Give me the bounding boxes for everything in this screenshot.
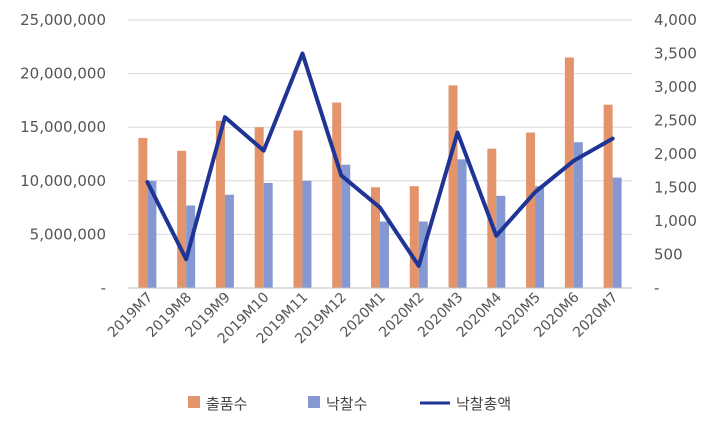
bar-exhibits <box>215 120 225 288</box>
bar-sold <box>535 186 545 288</box>
right-axis-tick-label: 2,000 <box>654 145 697 163</box>
bar-sold <box>573 142 583 288</box>
bar-sold <box>147 180 157 288</box>
right-axis-tick-label: 500 <box>654 246 683 264</box>
left-axis-tick-label: 15,000,000 <box>20 118 106 136</box>
bar-exhibits <box>138 137 148 288</box>
bar-exhibits <box>526 132 536 288</box>
left-axis-tick-label: 25,000,000 <box>20 11 106 29</box>
bar-exhibits <box>409 186 419 288</box>
right-axis-tick-label: 1,500 <box>654 179 697 197</box>
bar-sold <box>496 195 506 288</box>
bar-exhibits <box>603 104 613 288</box>
right-axis-tick-label: 1,000 <box>654 212 697 230</box>
bar-exhibits <box>332 102 342 288</box>
right-axis-tick-label: 4,000 <box>654 11 697 29</box>
bar-exhibits <box>293 130 303 288</box>
line-total-amount <box>145 51 615 268</box>
bar-sold <box>302 180 312 288</box>
right-axis-tick-label: 3,000 <box>654 78 697 96</box>
x-axis: 2019M72019M82019M92019M102019M112019M122… <box>105 287 632 347</box>
legend-swatch <box>308 396 320 408</box>
bar-sold <box>380 221 389 288</box>
left-axis-tick-label: - <box>101 279 106 297</box>
right-axis-tick-label: 3,500 <box>654 45 697 63</box>
right-axis-tick-label: - <box>654 279 659 297</box>
bar-exhibits <box>564 57 574 288</box>
left-y-axis: - 5,000,000 10,000,000 15,000,000 20,000,000… <box>20 11 106 297</box>
right-y-axis: - 500 1,000 1,500 2,000 2,500 3,000 3,500 4,000 <box>654 11 697 297</box>
bar-sold <box>341 164 351 288</box>
left-axis-tick-label: 10,000,000 <box>20 172 106 190</box>
bar-sold <box>224 194 234 288</box>
legend: 출품수 낙찰수 낙찰총액 <box>188 395 511 413</box>
legend-label: 출품수 <box>206 395 247 413</box>
left-axis-tick-label: 20,000,000 <box>20 65 106 83</box>
legend-label: 낙찰총액 <box>456 395 511 413</box>
line-series <box>145 51 615 268</box>
bar-exhibits <box>448 85 458 288</box>
bar-sold <box>263 182 273 288</box>
bar-exhibits <box>177 150 187 288</box>
bar-exhibits <box>371 187 380 288</box>
left-axis-tick-label: 5,000,000 <box>30 225 106 243</box>
right-axis-tick-label: 2,500 <box>654 112 697 130</box>
bar-exhibits <box>254 127 264 288</box>
legend-swatch <box>188 396 200 408</box>
bar-sold <box>457 159 467 288</box>
bar-sold <box>612 177 622 288</box>
legend-label: 낙찰수 <box>326 395 367 413</box>
